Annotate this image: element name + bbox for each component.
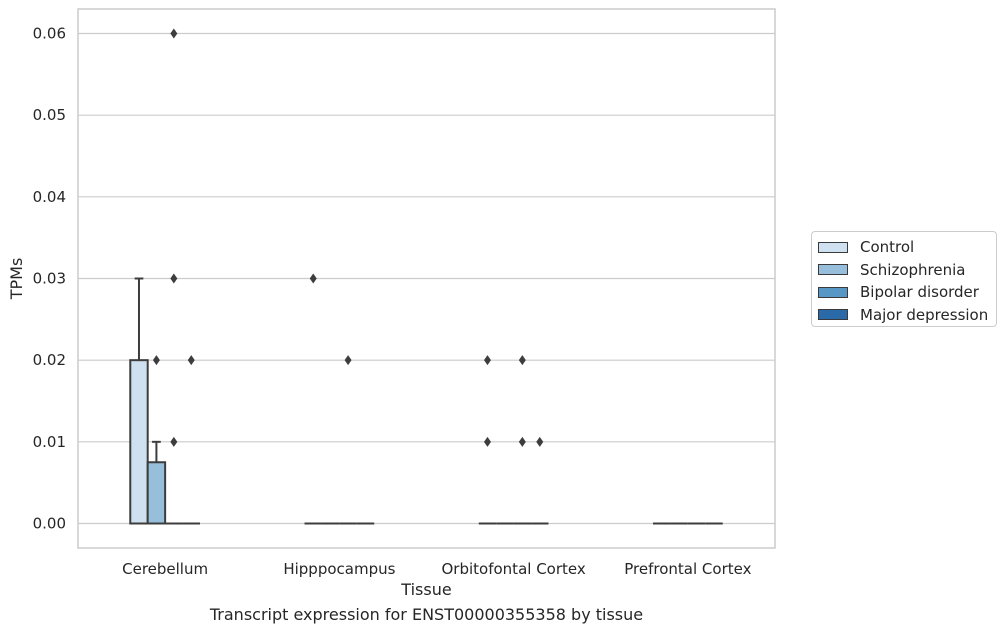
outlier-point <box>152 355 160 366</box>
y-tick-labels: 0.00 0.01 0.02 0.03 0.04 0.05 0.06 <box>33 25 66 533</box>
legend-swatch <box>818 241 848 253</box>
legend-label: Control <box>860 238 915 257</box>
legend-label: Schizophrenia <box>860 260 966 279</box>
outlier-point <box>483 436 491 447</box>
outlier-point <box>518 355 526 366</box>
box-bipolar-disorder <box>165 28 183 525</box>
legend-item-control: Control <box>818 236 996 259</box>
outlier-point <box>309 273 317 284</box>
legend-label: Major depression <box>860 305 989 324</box>
outlier-point <box>483 355 491 366</box>
legend-item-major-depression: Major depression <box>818 304 996 327</box>
x-tick-label: Prefrontal Cortex <box>624 560 751 578</box>
legend-label: Bipolar disorder <box>860 283 979 302</box>
box-control <box>129 277 149 525</box>
y-tick-label: 0.06 <box>33 25 66 43</box>
y-tick-label: 0.03 <box>33 270 66 288</box>
outlier-point <box>170 28 178 39</box>
outlier-point <box>170 436 178 447</box>
y-tick-label: 0.02 <box>33 351 66 369</box>
legend-item-bipolar-disorder: Bipolar disorder <box>818 281 996 304</box>
outlier-point <box>344 355 352 366</box>
legend-swatch <box>818 309 848 321</box>
box-schizophrenia <box>146 355 167 525</box>
outlier-point <box>536 436 544 447</box>
y-tick-label: 0.04 <box>33 188 66 206</box>
x-axis-title: Tissue <box>400 580 451 599</box>
chart-caption: Transcript expression for ENST0000035535… <box>209 605 644 624</box>
box-major-depression <box>182 355 200 525</box>
x-tick-label: Cerebellum <box>122 560 208 578</box>
y-tick-label: 0.00 <box>33 515 66 533</box>
box-control <box>478 355 497 525</box>
x-tick-label: Orbitofontal Cortex <box>442 560 586 578</box>
box-major-depression <box>531 436 549 525</box>
iqr-box <box>129 359 149 525</box>
iqr-box <box>146 461 167 525</box>
box-control <box>304 273 322 525</box>
y-tick-label: 0.01 <box>33 433 66 451</box>
grid-lines <box>78 32 775 525</box>
legend-swatch <box>818 264 848 276</box>
outlier-point <box>518 436 526 447</box>
y-tick-label: 0.05 <box>33 106 66 124</box>
box-series <box>129 28 723 525</box>
legend-swatch <box>818 286 848 298</box>
x-tick-label: Hipppocampus <box>283 560 395 578</box>
box-bipolar-disorder <box>513 355 532 525</box>
plot-area-frame <box>77 8 776 549</box>
box-bipolar-disorder <box>339 355 357 525</box>
x-tick-labels: Cerebellum Hipppocampus Orbitofontal Corte… <box>122 560 751 578</box>
y-axis-title: TPMs <box>7 258 26 301</box>
legend-item-schizophrenia: Schizophrenia <box>818 259 996 282</box>
legend: Control Schizophrenia Bipolar disorder M… <box>811 231 997 327</box>
outlier-point <box>170 273 178 284</box>
outlier-point <box>187 355 195 366</box>
